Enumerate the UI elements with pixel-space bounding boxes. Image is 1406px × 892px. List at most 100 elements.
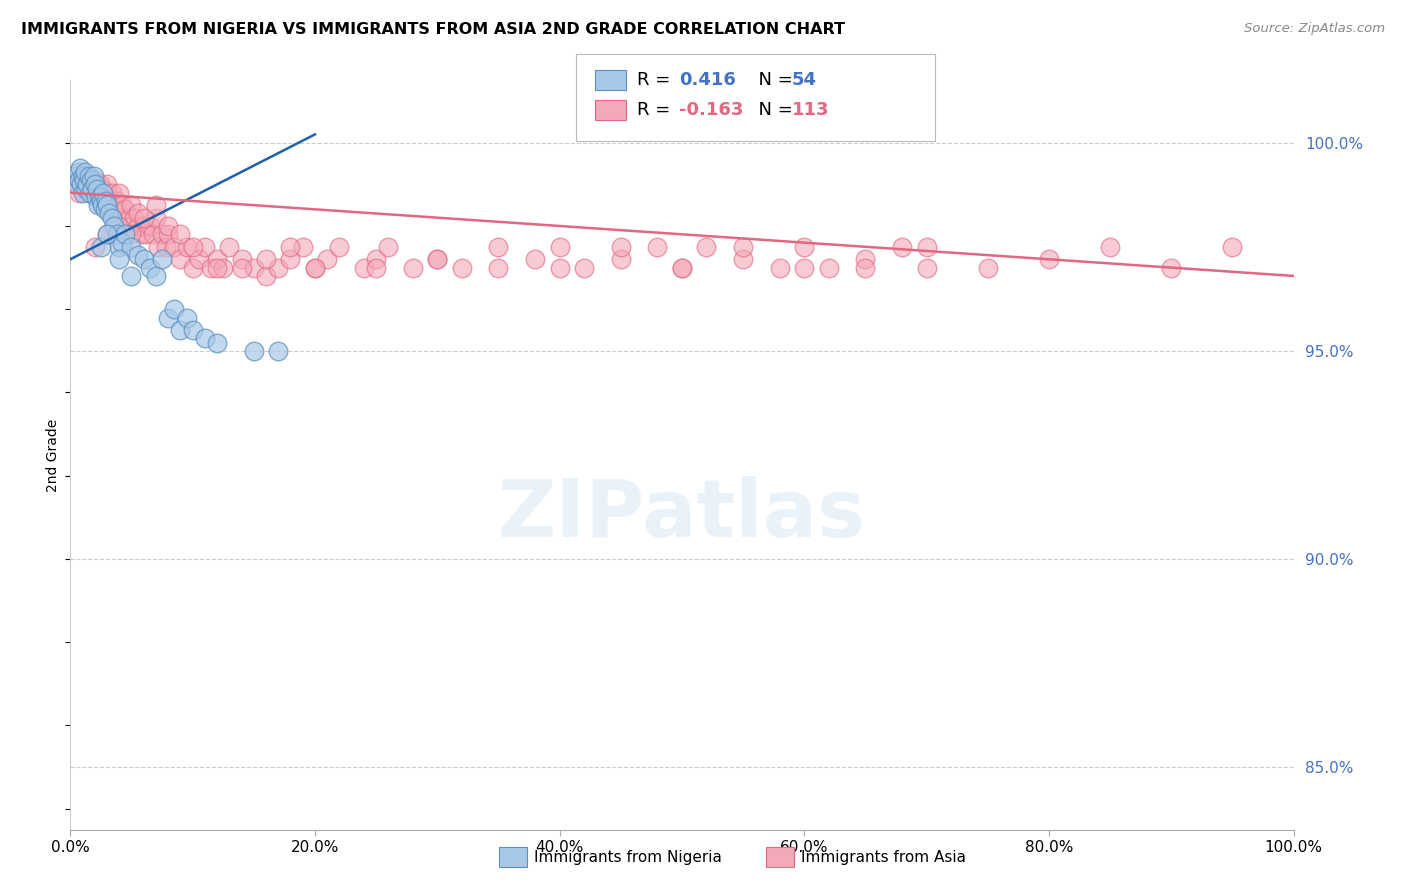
Point bbox=[304, 260, 326, 275]
Point bbox=[212, 260, 235, 275]
Point bbox=[73, 169, 96, 183]
Point bbox=[69, 173, 91, 187]
Point bbox=[488, 240, 510, 254]
Text: 0.416: 0.416 bbox=[679, 71, 735, 89]
Point bbox=[145, 211, 167, 225]
Point bbox=[915, 260, 938, 275]
Point bbox=[83, 178, 105, 192]
Point bbox=[72, 186, 94, 200]
Point bbox=[93, 198, 115, 212]
Point bbox=[98, 194, 121, 208]
Point bbox=[157, 227, 180, 242]
Point bbox=[139, 219, 162, 233]
Point bbox=[267, 343, 290, 358]
Point bbox=[150, 252, 173, 267]
Point bbox=[157, 219, 180, 233]
Point bbox=[610, 252, 633, 267]
Point bbox=[66, 165, 89, 179]
Point bbox=[915, 240, 938, 254]
Point bbox=[304, 260, 326, 275]
Point bbox=[127, 248, 149, 262]
Point bbox=[73, 173, 96, 187]
Point bbox=[79, 186, 101, 200]
Point bbox=[76, 178, 98, 192]
Point bbox=[105, 227, 128, 242]
Point bbox=[695, 240, 717, 254]
Point bbox=[89, 178, 111, 192]
Point bbox=[121, 198, 143, 212]
Point bbox=[70, 178, 93, 192]
Point bbox=[101, 186, 124, 200]
Point bbox=[82, 181, 104, 195]
Point bbox=[67, 186, 90, 200]
Point bbox=[488, 260, 510, 275]
Point bbox=[157, 310, 180, 325]
Point bbox=[77, 169, 100, 183]
Point bbox=[108, 186, 131, 200]
Point bbox=[114, 202, 136, 217]
Point bbox=[118, 211, 141, 225]
Point bbox=[181, 240, 204, 254]
Point bbox=[127, 219, 149, 233]
Point bbox=[316, 252, 339, 267]
Point bbox=[83, 240, 105, 254]
Point bbox=[129, 227, 152, 242]
Point bbox=[101, 198, 124, 212]
Point bbox=[96, 186, 118, 200]
Point bbox=[426, 252, 449, 267]
Point bbox=[142, 227, 165, 242]
Point bbox=[205, 260, 228, 275]
Point bbox=[1220, 240, 1243, 254]
Text: N =: N = bbox=[747, 71, 799, 89]
Text: -0.163: -0.163 bbox=[679, 101, 744, 119]
Point bbox=[254, 268, 277, 283]
Point bbox=[90, 190, 112, 204]
Point bbox=[63, 178, 86, 192]
Point bbox=[103, 202, 125, 217]
Text: Immigrants from Asia: Immigrants from Asia bbox=[801, 850, 966, 864]
Point bbox=[82, 178, 104, 192]
Point bbox=[101, 211, 124, 225]
Point bbox=[75, 181, 97, 195]
Point bbox=[1160, 260, 1182, 275]
Point bbox=[366, 252, 388, 267]
Point bbox=[163, 302, 186, 317]
Point bbox=[163, 240, 186, 254]
Point bbox=[83, 169, 105, 183]
Text: Source: ZipAtlas.com: Source: ZipAtlas.com bbox=[1244, 22, 1385, 36]
Point bbox=[103, 219, 125, 233]
Point bbox=[169, 252, 191, 267]
Point bbox=[267, 260, 290, 275]
Point bbox=[90, 194, 112, 208]
Point bbox=[231, 252, 253, 267]
Point bbox=[108, 219, 131, 233]
Point bbox=[150, 227, 173, 242]
Point bbox=[769, 260, 792, 275]
Text: 54: 54 bbox=[792, 71, 817, 89]
Point bbox=[647, 240, 669, 254]
Point bbox=[976, 260, 998, 275]
Point bbox=[280, 240, 302, 254]
Point bbox=[1038, 252, 1060, 267]
Point bbox=[90, 240, 112, 254]
Point bbox=[135, 227, 157, 242]
Point bbox=[94, 194, 117, 208]
Point bbox=[89, 190, 111, 204]
Point bbox=[855, 260, 877, 275]
Point bbox=[169, 227, 191, 242]
Point bbox=[254, 252, 277, 267]
Point bbox=[243, 343, 266, 358]
Point bbox=[84, 190, 107, 204]
Point bbox=[111, 198, 134, 212]
Point bbox=[86, 181, 108, 195]
Point bbox=[671, 260, 693, 275]
Text: R =: R = bbox=[637, 71, 676, 89]
Point bbox=[86, 186, 108, 200]
Point bbox=[83, 181, 105, 195]
Point bbox=[671, 260, 693, 275]
Point bbox=[402, 260, 425, 275]
Point bbox=[132, 252, 155, 267]
Point bbox=[76, 181, 98, 195]
Point bbox=[127, 206, 149, 220]
Point bbox=[108, 240, 131, 254]
